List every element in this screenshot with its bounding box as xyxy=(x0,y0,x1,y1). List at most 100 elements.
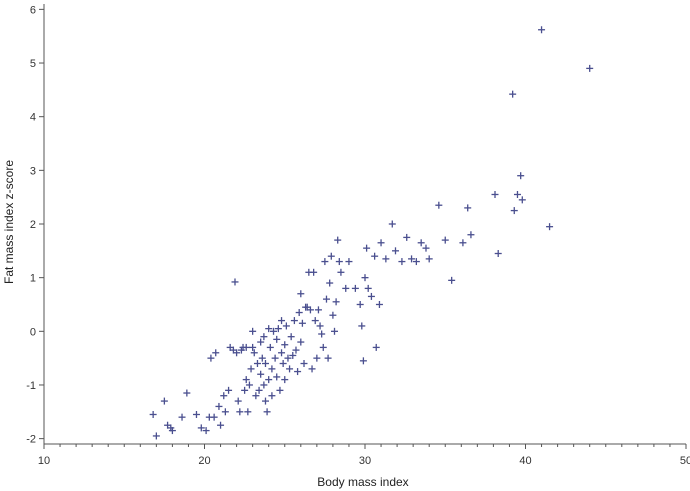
data-point xyxy=(270,327,278,335)
data-point xyxy=(448,276,456,284)
data-point xyxy=(356,300,364,308)
data-point xyxy=(261,360,269,368)
data-point xyxy=(278,317,286,325)
data-point xyxy=(351,284,359,292)
data-point xyxy=(324,354,332,362)
data-point xyxy=(408,255,416,263)
data-point xyxy=(210,413,218,421)
data-point xyxy=(306,306,314,314)
data-point xyxy=(308,365,316,373)
data-point xyxy=(247,365,255,373)
y-tick-label: -1 xyxy=(26,380,36,392)
x-tick-label: 30 xyxy=(359,455,371,467)
y-tick-label: 2 xyxy=(30,219,36,231)
data-point xyxy=(412,258,420,266)
x-tick-label: 10 xyxy=(38,455,50,467)
y-tick-label: 5 xyxy=(30,58,36,70)
data-point xyxy=(255,386,263,394)
data-point xyxy=(241,386,249,394)
data-point xyxy=(403,233,411,241)
data-point xyxy=(295,309,303,317)
data-point xyxy=(326,279,334,287)
data-point xyxy=(335,258,343,266)
data-point xyxy=(284,354,292,362)
data-point xyxy=(300,360,308,368)
data-point xyxy=(234,397,242,405)
data-point xyxy=(212,349,220,357)
y-tick-label: 4 xyxy=(30,112,36,124)
data-point xyxy=(425,255,433,263)
data-point xyxy=(494,250,502,258)
data-point xyxy=(513,190,521,198)
data-point xyxy=(249,327,257,335)
data-point xyxy=(382,255,390,263)
data-point xyxy=(260,381,268,389)
data-point xyxy=(281,376,289,384)
data-point xyxy=(258,354,266,362)
data-point xyxy=(152,432,160,440)
axis-ticks: 10 20 30 40 50 -2 -1 0 1 2 3 4 5 6 xyxy=(26,4,690,467)
data-point xyxy=(257,338,265,346)
data-point xyxy=(318,330,326,338)
data-point xyxy=(249,343,257,351)
data-point xyxy=(242,376,250,384)
data-point xyxy=(586,64,594,72)
data-point xyxy=(231,278,239,286)
data-point xyxy=(332,298,340,306)
data-point xyxy=(546,223,554,231)
data-point xyxy=(202,427,210,435)
y-tick-label: 1 xyxy=(30,273,36,285)
data-point xyxy=(265,376,273,384)
data-point xyxy=(509,90,517,98)
data-point xyxy=(314,306,322,314)
data-point xyxy=(281,341,289,349)
data-point xyxy=(391,247,399,255)
data-point xyxy=(337,268,345,276)
data-point xyxy=(334,236,342,244)
data-point xyxy=(331,327,339,335)
data-point xyxy=(279,360,287,368)
data-point xyxy=(316,322,324,330)
data-point xyxy=(361,274,369,282)
data-point xyxy=(398,258,406,266)
data-point xyxy=(278,349,286,357)
x-tick-label: 40 xyxy=(519,455,531,467)
data-point xyxy=(263,408,271,416)
y-axis-title: Fat mass index z-score xyxy=(2,160,16,284)
y-tick-label: 6 xyxy=(30,4,36,16)
y-tick-label: 0 xyxy=(30,326,36,338)
data-point xyxy=(236,408,244,416)
y-tick-label: -2 xyxy=(26,434,36,446)
data-point xyxy=(244,408,252,416)
data-points xyxy=(149,26,594,440)
data-point xyxy=(422,244,430,252)
data-point xyxy=(292,346,300,354)
data-point xyxy=(364,284,372,292)
data-point xyxy=(274,325,282,333)
data-point xyxy=(298,319,306,327)
data-point xyxy=(233,349,241,357)
data-point xyxy=(221,408,229,416)
data-point xyxy=(183,389,191,397)
data-point xyxy=(260,333,268,341)
data-point xyxy=(467,231,475,239)
data-point xyxy=(286,365,294,373)
y-tick-label: 3 xyxy=(30,165,36,177)
data-point xyxy=(322,295,330,303)
data-point xyxy=(149,410,157,418)
data-point xyxy=(192,410,200,418)
data-point xyxy=(372,343,380,351)
data-point xyxy=(217,421,225,429)
data-point xyxy=(160,397,168,405)
data-point xyxy=(276,386,284,394)
data-point xyxy=(388,220,396,228)
data-point xyxy=(358,322,366,330)
data-point xyxy=(538,26,546,34)
data-point xyxy=(294,368,302,376)
data-point xyxy=(375,300,383,308)
data-point xyxy=(207,354,215,362)
data-point xyxy=(220,392,228,400)
data-point xyxy=(297,338,305,346)
data-point xyxy=(287,333,295,341)
